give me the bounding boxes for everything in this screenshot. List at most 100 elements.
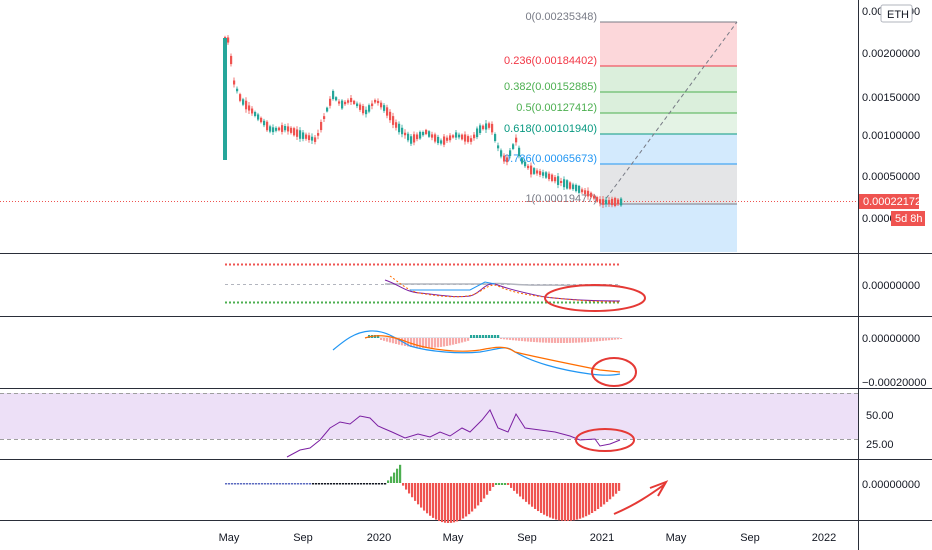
candle-body xyxy=(491,123,494,133)
candle-body xyxy=(389,111,392,121)
candle-body xyxy=(278,127,281,131)
momentum-histogram-bar xyxy=(483,483,486,499)
macd-histogram-bar xyxy=(404,338,407,346)
momentum-histogram-bar xyxy=(246,483,249,485)
momentum-histogram-bar xyxy=(444,483,447,523)
pane4-axis-zero: 0.00000000 xyxy=(862,479,920,491)
momentum-histogram-bar xyxy=(453,483,456,523)
macd-histogram-bar xyxy=(446,338,449,346)
momentum-histogram-bar xyxy=(594,483,597,512)
macd-histogram-bar xyxy=(464,338,467,342)
candle-body xyxy=(488,123,491,128)
price-axis-label: 0.00050000 xyxy=(862,171,920,183)
candle-body xyxy=(539,171,542,175)
macd-histogram-bar xyxy=(560,338,563,343)
candle-body xyxy=(560,180,563,184)
time-axis-label: May xyxy=(443,532,464,544)
candle-body xyxy=(377,100,380,104)
candle-body xyxy=(545,172,548,178)
candle-body xyxy=(500,150,503,157)
momentum-histogram-bar xyxy=(570,483,573,521)
momentum-histogram-bar xyxy=(510,483,513,488)
candle-body xyxy=(599,199,602,204)
macd-histogram-bar xyxy=(596,338,599,342)
momentum-histogram-bar xyxy=(381,483,384,485)
macd-histogram-bar xyxy=(419,338,422,348)
candle-body xyxy=(446,137,449,141)
candle-body xyxy=(479,125,482,134)
candle-body xyxy=(437,136,440,144)
macd-histogram-bar xyxy=(377,335,380,338)
candle-body xyxy=(518,147,521,157)
momentum-histogram-bar xyxy=(504,483,507,485)
symbol-badge[interactable]: ETH xyxy=(880,4,913,23)
fib-label-0382: 0.382(0.00152885) xyxy=(504,81,597,93)
candle-body xyxy=(422,132,425,136)
macd-histogram-bar xyxy=(545,338,548,343)
candle-body xyxy=(335,97,338,101)
momentum-histogram-bar xyxy=(438,483,441,522)
candle-body xyxy=(323,116,326,120)
price-axis[interactable]: 0.00200000 0.00150000 0.00100000 0.00050… xyxy=(859,6,925,226)
momentum-histogram-bar xyxy=(474,483,477,509)
momentum-histogram-bar xyxy=(489,483,492,491)
macd-histogram-bar xyxy=(488,335,491,338)
candle-body xyxy=(425,129,428,135)
candle-body xyxy=(503,155,506,162)
candle-body xyxy=(284,125,287,131)
candle-body xyxy=(386,107,389,116)
fib-label-1: 1(0.00019477) xyxy=(525,193,597,205)
candle-body xyxy=(494,134,497,141)
momentum-histogram-bar xyxy=(357,483,360,485)
macd-histogram-bar xyxy=(509,338,512,340)
candle-body xyxy=(509,150,512,157)
momentum-histogram-bar xyxy=(237,483,240,485)
candle-body xyxy=(392,116,395,125)
time-axis[interactable]: May Sep 2020 May Sep 2021 May Sep 2022 xyxy=(219,532,837,544)
candle-body xyxy=(506,157,509,163)
time-axis-label: May xyxy=(219,532,240,544)
momentum-histogram-bar xyxy=(423,483,426,511)
candle-body xyxy=(602,199,605,205)
momentum-histogram-bar xyxy=(390,476,393,483)
candle-body xyxy=(251,108,254,114)
momentum-histogram-bar xyxy=(420,483,423,508)
momentum-histogram-bar xyxy=(600,483,603,507)
time-axis-label: May xyxy=(666,532,687,544)
momentum-histogram-bar xyxy=(435,483,438,520)
momentum-histogram-bar xyxy=(543,483,546,515)
pane2-axis-zero: 0.00000000 xyxy=(862,333,920,345)
momentum-histogram-bar xyxy=(327,483,330,485)
momentum-histogram-bar xyxy=(312,483,315,485)
momentum-histogram-bar xyxy=(252,483,255,485)
macd-histogram-bar xyxy=(614,338,617,340)
candle-body xyxy=(512,144,515,149)
candle-body xyxy=(326,107,329,112)
momentum-histogram-bar xyxy=(612,483,615,497)
candle-body xyxy=(440,140,443,144)
momentum-histogram-bar xyxy=(243,483,246,485)
fib-retracement[interactable]: 0(0.00235348) 0.236(0.00184402) 0.382(0.… xyxy=(504,11,738,252)
candle-body xyxy=(578,185,581,193)
momentum-histogram-bar xyxy=(387,480,390,483)
band-indicator-pane: 0.00000000 xyxy=(225,263,920,312)
candle-body xyxy=(605,199,608,205)
annotation-arrow-curve xyxy=(613,483,666,515)
candle-body xyxy=(497,145,500,149)
macd-histogram-bar xyxy=(512,338,515,341)
momentum-histogram-bar xyxy=(363,483,366,485)
momentum-histogram-bar xyxy=(459,483,462,521)
macd-histogram-bar xyxy=(515,338,518,341)
time-axis-label: Sep xyxy=(517,532,537,544)
momentum-histogram-bar xyxy=(276,483,279,485)
candle-body xyxy=(620,198,623,206)
momentum-histogram-bar xyxy=(228,483,231,485)
candle-body xyxy=(263,120,266,126)
momentum-histogram-bar xyxy=(300,483,303,485)
pane2-axis-neg: −0.00020000 xyxy=(862,377,927,389)
momentum-histogram-bar xyxy=(603,483,606,505)
momentum-histogram-bar xyxy=(231,483,234,485)
macd-histogram-bar xyxy=(398,338,401,345)
macd-histogram-bar xyxy=(542,338,545,343)
